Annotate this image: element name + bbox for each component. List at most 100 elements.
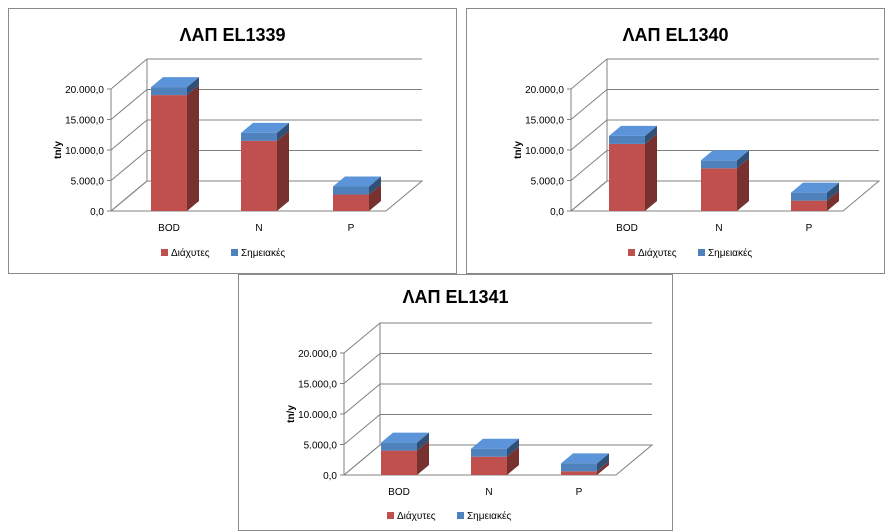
bar-diffuse-side — [507, 446, 519, 475]
chart-svg: 0,0 5.000,0 10.000,0 15.000,0 20.000,0 tn/y BO… — [513, 58, 881, 259]
gridline — [570, 89, 608, 120]
x-tick-label: BOD — [616, 223, 638, 234]
bar-diffuse-side — [369, 184, 381, 211]
x-tick-label: N — [485, 487, 492, 498]
chart-title: ΛΑΠ EL1341 — [402, 287, 509, 307]
bar-point-top — [609, 125, 657, 136]
bar-diffuse — [701, 168, 737, 211]
x-tick-label: N — [255, 223, 262, 234]
bar-point — [791, 192, 827, 201]
bar-diffuse-side — [277, 130, 289, 211]
y-tick-label: 20.000,0 — [298, 349, 337, 360]
gridline — [570, 58, 608, 90]
gridline — [343, 353, 381, 384]
bar-point — [381, 442, 417, 451]
y-tick-label: 15.000,0 — [525, 116, 564, 127]
chart-floor — [109, 180, 424, 212]
chart-floor — [569, 180, 881, 212]
gridline — [343, 322, 381, 354]
y-tick-label: 5.000,0 — [304, 441, 338, 452]
y-tick-label: 20.000,0 — [65, 85, 104, 96]
legend-swatch-point — [457, 512, 464, 519]
y-tick-label: 10.000,0 — [298, 410, 337, 421]
bar-diffuse-side — [737, 158, 749, 211]
gridline — [110, 150, 148, 181]
y-tick-label: 5.000,0 — [531, 177, 565, 188]
bar-point-side — [507, 438, 519, 457]
legend-label: Σημειακές — [241, 247, 285, 259]
bar-point — [151, 87, 187, 96]
bar-point — [471, 448, 507, 457]
bar-point-side — [597, 453, 609, 472]
legend-label: Σημειακές — [467, 510, 511, 522]
y-tick-label: 15.000,0 — [298, 380, 337, 391]
bar-diffuse — [561, 471, 597, 475]
bar-point — [241, 132, 277, 141]
legend: Διάχυτες Σημειακές — [387, 510, 511, 522]
y-tick-label: 10.000,0 — [65, 146, 104, 157]
bar-diffuse — [471, 456, 507, 475]
bar-point-side — [737, 150, 749, 169]
gridline — [343, 414, 381, 445]
gridline — [110, 119, 148, 151]
legend-swatch-diffuse — [161, 249, 168, 256]
y-tick-label: 0,0 — [323, 471, 337, 482]
bar-diffuse — [333, 194, 369, 211]
bar-point-top — [333, 176, 381, 187]
chart-title: ΛΑΠ EL1340 — [622, 25, 729, 45]
gridline — [343, 383, 381, 415]
legend-label: Σημειακές — [708, 247, 752, 259]
bar-point-top — [241, 122, 289, 133]
bar-point-top — [151, 77, 199, 88]
chart-svg: 0,0 5.000,0 10.000,0 15.000,0 20.000,0 tn/y BO… — [286, 322, 654, 522]
bar-diffuse-side — [645, 133, 657, 211]
legend-swatch-diffuse — [628, 249, 635, 256]
gridline — [110, 58, 148, 90]
x-tick-label: N — [715, 223, 722, 234]
bar-diffuse-side — [827, 190, 839, 211]
x-tick-label: P — [576, 487, 583, 498]
legend-swatch-diffuse — [387, 512, 394, 519]
bar-point-side — [827, 182, 839, 201]
bar-point-side — [277, 122, 289, 141]
bar-diffuse-side — [417, 440, 429, 475]
chart-floor — [342, 444, 654, 476]
legend-label: Διάχυτες — [397, 510, 436, 522]
x-tick-label: P — [348, 223, 355, 234]
bar-diffuse — [609, 143, 645, 211]
chart-title: ΛΑΠ EL1339 — [179, 25, 286, 45]
bar-point — [701, 160, 737, 169]
legend-label: Διάχυτες — [171, 247, 210, 259]
x-tick-label: BOD — [388, 487, 410, 498]
gridline — [570, 119, 608, 151]
bar-point-side — [645, 125, 657, 144]
bar-point-side — [369, 176, 381, 195]
bar-diffuse — [151, 95, 187, 211]
legend-label: Διάχυτες — [638, 247, 677, 259]
bar-point — [609, 135, 645, 144]
bar-diffuse — [381, 450, 417, 475]
x-tick-label: BOD — [158, 223, 180, 234]
bar-point — [561, 463, 597, 472]
y-axis-label: tn/y — [53, 141, 64, 159]
y-tick-label: 10.000,0 — [525, 146, 564, 157]
bar-point — [333, 186, 369, 195]
bar-point-side — [187, 77, 199, 96]
gridline — [570, 150, 608, 181]
bar-diffuse-side — [597, 461, 609, 475]
legend: Διάχυτες Σημειακές — [161, 247, 285, 259]
y-tick-label: 0,0 — [550, 207, 564, 218]
legend-swatch-point — [231, 249, 238, 256]
bar-diffuse — [791, 200, 827, 211]
gridline — [110, 89, 148, 120]
y-axis-label: tn/y — [513, 141, 524, 159]
legend-swatch-point — [698, 249, 705, 256]
chart-panel-el1340: ΛΑΠ EL1340 0,0 5.000,0 10.000,0 15.000,0 20.… — [466, 8, 885, 274]
y-tick-label: 20.000,0 — [525, 85, 564, 96]
y-tick-label: 15.000,0 — [65, 116, 104, 127]
x-tick-label: P — [806, 223, 813, 234]
y-axis-label: tn/y — [286, 405, 297, 423]
y-tick-label: 0,0 — [90, 207, 104, 218]
bar-point-top — [381, 432, 429, 443]
bar-point-top — [471, 438, 519, 449]
